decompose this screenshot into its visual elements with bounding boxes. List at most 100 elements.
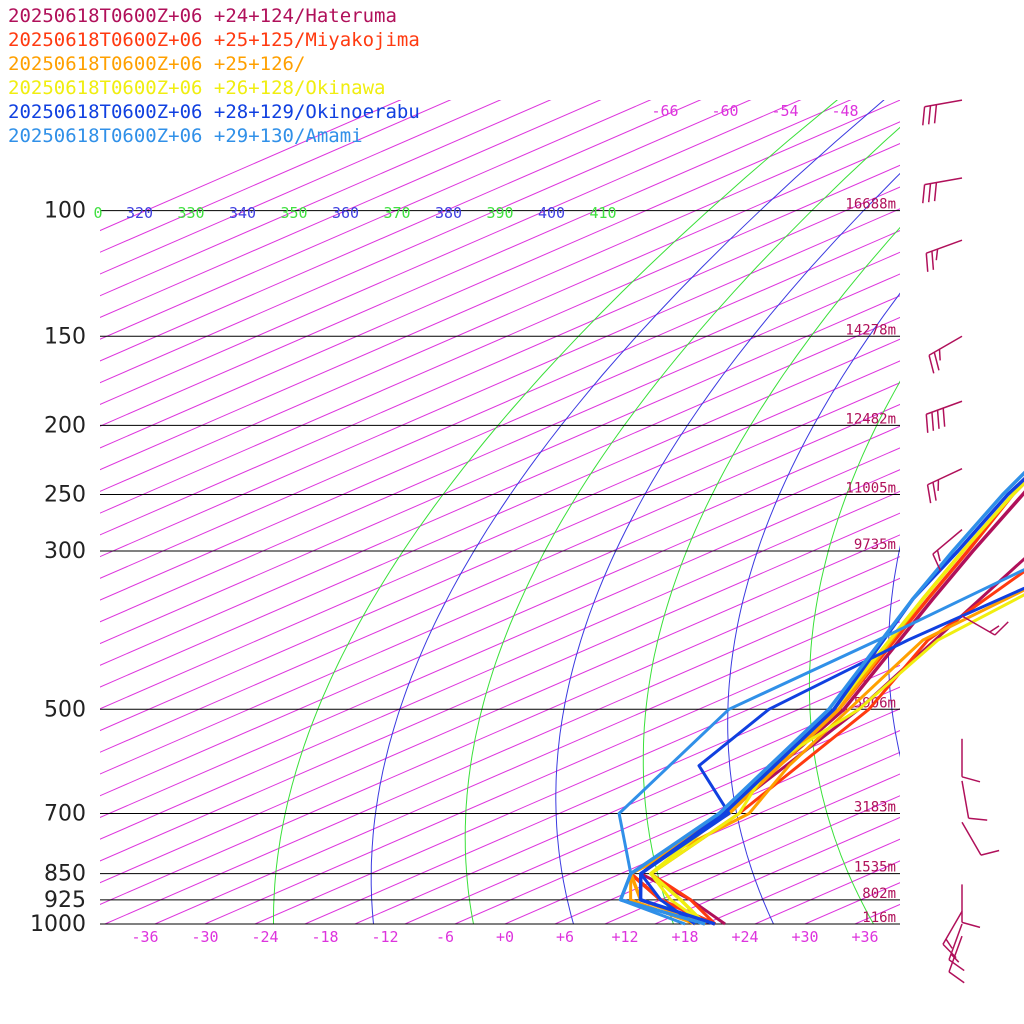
isotherm-line [100, 100, 502, 275]
chart-legend: 20250618T0600Z+06 +24+124/Hateruma 20250… [8, 4, 420, 148]
isotherm-line [100, 100, 552, 297]
x-tick-label: +36 [851, 928, 878, 946]
isotherm-line [100, 469, 900, 819]
isotherm-line [100, 556, 900, 905]
wind-barb-staff [961, 821, 982, 856]
axis-labels: -36 -30 -24 -18 -12 -6 +0 +6 +12 +18 +24 +30 +36 0 320… [93, 102, 878, 946]
isotherm-line [100, 100, 602, 319]
wind-barb-flag [926, 484, 932, 504]
x-tick-label: -12 [371, 928, 398, 946]
isotherm-line [100, 208, 900, 558]
isotherm-line [100, 425, 900, 775]
wind-barb-flag [922, 184, 926, 204]
wind-barb-staff [928, 335, 963, 356]
isotherm-label: -54 [771, 102, 798, 120]
wind-barb-flag [936, 410, 940, 429]
wind-barb-flag [925, 414, 929, 433]
isotherm-line [454, 729, 900, 924]
wind-barb-flag [927, 105, 932, 125]
wind-barb-staff [926, 400, 963, 415]
isotherm-line [100, 143, 900, 492]
x-tick-label: +12 [611, 928, 638, 946]
pressure-label: 925 [44, 888, 86, 913]
theta-label: 360 [332, 204, 359, 222]
isotherm-line [304, 664, 900, 924]
isotherm-line [554, 773, 900, 924]
temperature-profile [649, 480, 1024, 926]
x-tick-label: -24 [251, 928, 278, 946]
wind-barb-flag [938, 349, 941, 361]
legend-entry: 20250618T0600Z+06 +28+129/Okinoerabu [8, 101, 420, 123]
temperature-profile [629, 480, 1024, 926]
pressure-label: 500 [44, 697, 86, 722]
isotherm-line [204, 621, 900, 924]
wind-barb-staff [948, 935, 963, 973]
isotherm-line [100, 100, 752, 384]
dry-adiabat-line [965, 52, 1024, 939]
theta-label: 350 [280, 204, 307, 222]
temperature-profile [629, 480, 1024, 926]
isotherm-label: -60 [711, 102, 738, 120]
isotherm-line [100, 512, 900, 862]
x-tick-label: -6 [436, 928, 454, 946]
wind-barb-flag [936, 550, 941, 562]
isotherm-line [254, 643, 900, 924]
wind-barb-flag [933, 182, 938, 202]
isotherm-line [100, 360, 900, 710]
wind-barb-flag [931, 412, 935, 431]
wind-barb-flag [948, 959, 965, 972]
x-tick-label: -36 [131, 928, 158, 946]
theta-label: 340 [229, 204, 256, 222]
wind-barb-staff [961, 615, 996, 636]
wind-barb-flag [994, 621, 1009, 636]
wind-barb-staff [932, 529, 963, 555]
wind-barb-flag [928, 355, 935, 374]
wind-barb-flag [961, 776, 981, 783]
legend-entry: 20250618T0600Z+06 +26+128/Okinawa [8, 77, 386, 99]
dry-adiabat-line [808, 380, 900, 924]
wind-barb-staff [942, 910, 963, 945]
theta-label: 390 [486, 204, 513, 222]
isotherm-line [404, 708, 900, 924]
wind-barb-flag [961, 921, 981, 929]
temperature-profile [629, 490, 1024, 926]
theta-label: 0 [93, 204, 102, 222]
legend-entry: 20250618T0600Z+06 +25+125/Miyakojima [8, 29, 420, 51]
wind-barb-staff [948, 923, 963, 960]
height-label: 14278m [845, 322, 896, 338]
wind-barb-flag [932, 482, 937, 501]
dewpoint-profile [649, 569, 1024, 926]
isotherm-line [100, 100, 452, 253]
height-label: 9735m [854, 537, 896, 553]
isotherm-label: -66 [651, 102, 678, 120]
wind-barb-flag [980, 849, 1000, 856]
pressure-label: 250 [44, 483, 86, 508]
pressure-label: 200 [44, 413, 86, 438]
height-label: 3183m [854, 800, 896, 816]
wind-barb-flag [927, 183, 932, 203]
pressure-label: 700 [44, 802, 86, 827]
height-label: 12482m [845, 411, 896, 427]
wind-barb-staff [927, 468, 963, 486]
height-label: 16688m [845, 197, 896, 213]
pressure-level-lines: 100 16688m 150 14278m 200 12482m 250 11005m 300 9… [30, 197, 900, 937]
isotherm-line [100, 251, 900, 601]
isotherm-line [804, 882, 900, 924]
isotherm-label: -48 [831, 102, 858, 120]
dry-adiabat-line [370, 100, 885, 924]
x-tick-label: +0 [496, 928, 514, 946]
x-tick-label: -18 [311, 928, 338, 946]
legend-entry: 20250618T0600Z+06 +24+124/Hateruma [8, 5, 397, 27]
isotherm-line [100, 534, 900, 884]
wind-barb-flag [935, 248, 939, 261]
isotherm-line [100, 100, 652, 340]
dry-adiabat-line [273, 100, 838, 924]
isotherm-line [100, 121, 900, 471]
wind-barb-flag [948, 971, 965, 984]
theta-label: 370 [383, 204, 410, 222]
dewpoint-profile [639, 586, 1024, 926]
wind-barb-flag [942, 408, 946, 427]
temperature-profile [638, 476, 1024, 926]
isotherm-line [100, 229, 900, 579]
